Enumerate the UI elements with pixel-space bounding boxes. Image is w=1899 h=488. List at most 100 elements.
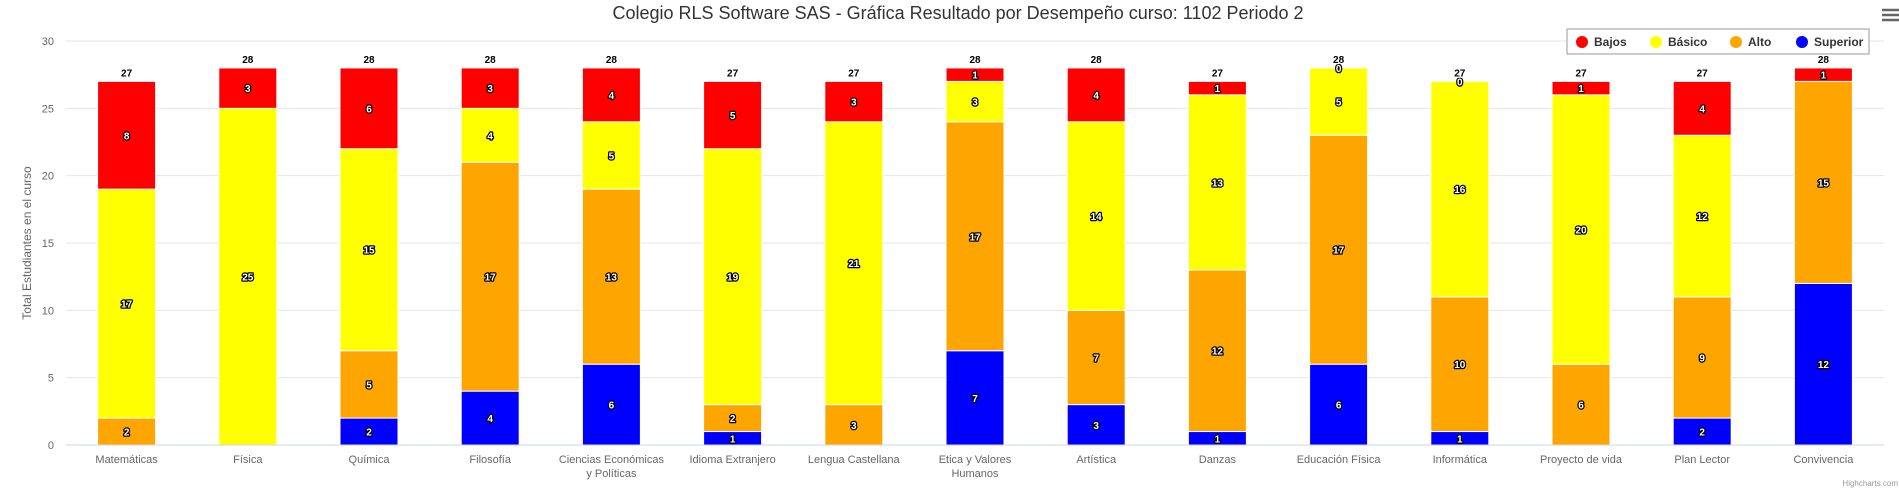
y-axis-label: Total Estudiantes en el curso [20,166,34,320]
legend-box [1566,28,1870,55]
segment-value-label: 6 [609,401,615,412]
x-category-label: Informática [1433,454,1488,466]
bar-segment[interactable] [703,404,763,433]
total-value-label: 27 [1454,68,1466,79]
legend-label: Superior [1814,35,1864,49]
x-category-label: Plan Lector [1674,454,1730,466]
total-value-label: 28 [1333,55,1345,66]
bar-segment[interactable] [97,80,157,190]
x-category-label: Danzas [1199,454,1237,466]
segment-value-label: 5 [366,380,372,391]
bar-segment[interactable] [460,161,520,392]
segment-value-label: 9 [1699,353,1705,364]
bar-segment[interactable] [581,363,641,446]
segment-value-label: 13 [1212,178,1224,189]
segment-value-label: 4 [1093,91,1099,102]
x-category-label: Filosofía [469,454,511,466]
bar-segment[interactable] [581,121,641,190]
bar-segment[interactable] [97,188,157,419]
bar-segment[interactable] [1066,121,1126,311]
segment-value-label: 17 [969,232,981,243]
bar-segment[interactable] [1066,67,1126,123]
bar-segment[interactable] [1187,269,1247,433]
bar-segment[interactable] [460,390,520,446]
bar-segment[interactable] [1066,309,1126,406]
bar-segment[interactable] [218,67,278,109]
total-value-label: 28 [363,55,375,66]
bar-segment[interactable] [581,67,641,123]
credit-text[interactable]: Highcharts.com [1842,479,1898,488]
bar-segment[interactable] [945,350,1005,446]
hamburger-menu-icon[interactable] [1878,5,1899,25]
bar-segment[interactable] [1430,296,1490,433]
y-tick-label: 30 [42,36,54,48]
segment-value-label: 17 [121,300,133,311]
legend-item[interactable]: Bajos [1576,35,1627,49]
bar-segment[interactable] [1309,67,1369,136]
bar-segment[interactable] [824,404,884,446]
segment-value-label: 14 [1091,212,1103,223]
bar-segment[interactable] [703,148,763,406]
segment-value-label: 2 [730,414,736,425]
segment-value-label: 5 [609,151,615,162]
bar-segment[interactable] [1672,80,1732,136]
bar-segment[interactable] [1672,296,1732,419]
segment-value-label: 2 [366,428,372,439]
legend: Bajos Básico Alto Superior [1566,28,1870,55]
segment-value-label: 3 [487,84,493,95]
bar-segment[interactable] [339,148,399,352]
bar-segment[interactable] [339,67,399,150]
total-value-label: 28 [969,55,981,66]
total-value-label: 27 [1212,68,1224,79]
legend-item[interactable]: Básico [1650,35,1707,49]
segment-labels: 2178253251564174361354121953213717313714… [120,63,1831,447]
y-tick-label: 15 [42,238,54,250]
bar-segment[interactable] [1066,404,1126,446]
bar-segment[interactable] [824,121,884,406]
y-axis-ticks: 0 5 10 15 20 25 30 [42,36,54,452]
bar-segment[interactable] [339,350,399,419]
segment-value-label: 10 [1454,360,1466,371]
bar-segment[interactable] [1793,67,1853,82]
segment-value-label: 3 [972,98,978,109]
bar-segment[interactable] [1551,94,1611,365]
segment-value-label: 4 [487,131,493,142]
bar-segment[interactable] [703,80,763,150]
segment-value-label: 25 [242,273,254,284]
bar-segment[interactable] [1187,94,1247,271]
bar-segment[interactable] [945,67,1005,82]
x-category-label: Educación Física [1297,454,1382,466]
segment-value-label: 6 [366,104,372,115]
segment-value-label: 5 [1336,98,1342,109]
segment-value-label: 15 [1818,178,1830,189]
bar-segment[interactable] [581,188,641,365]
bar-segment[interactable] [339,417,399,446]
total-labels: 27 28 28 28 28 27 27 28 28 27 28 27 27 27 28 [120,54,1831,81]
bar-segment[interactable] [945,80,1005,123]
bar-segment[interactable] [460,67,520,109]
segment-value-label: 6 [1336,401,1342,412]
segment-value-label: 15 [363,246,375,257]
bar-segment[interactable] [1430,80,1490,298]
segment-value-label: 1 [1215,434,1221,445]
bar-segment[interactable] [1793,80,1853,284]
legend-marker [1650,36,1662,48]
legend-item[interactable]: Alto [1730,35,1771,49]
bar-segment[interactable] [1672,134,1732,298]
bar-segment[interactable] [1309,134,1369,365]
legend-label: Básico [1668,35,1707,49]
segment-value-label: 3 [851,98,857,109]
bar-segment[interactable] [824,80,884,123]
legend-marker [1730,36,1742,48]
segment-value-label: 8 [124,131,130,142]
total-value-label: 28 [242,55,254,66]
bar-segment[interactable] [1187,80,1247,96]
bar-segment[interactable] [945,121,1005,352]
legend-item[interactable]: Superior [1796,35,1864,49]
segment-value-label: 1 [730,434,736,445]
bars [97,67,1853,446]
bar-segment[interactable] [1551,80,1611,96]
segment-value-label: 1 [1578,84,1584,95]
segment-value-label: 16 [1454,185,1466,196]
